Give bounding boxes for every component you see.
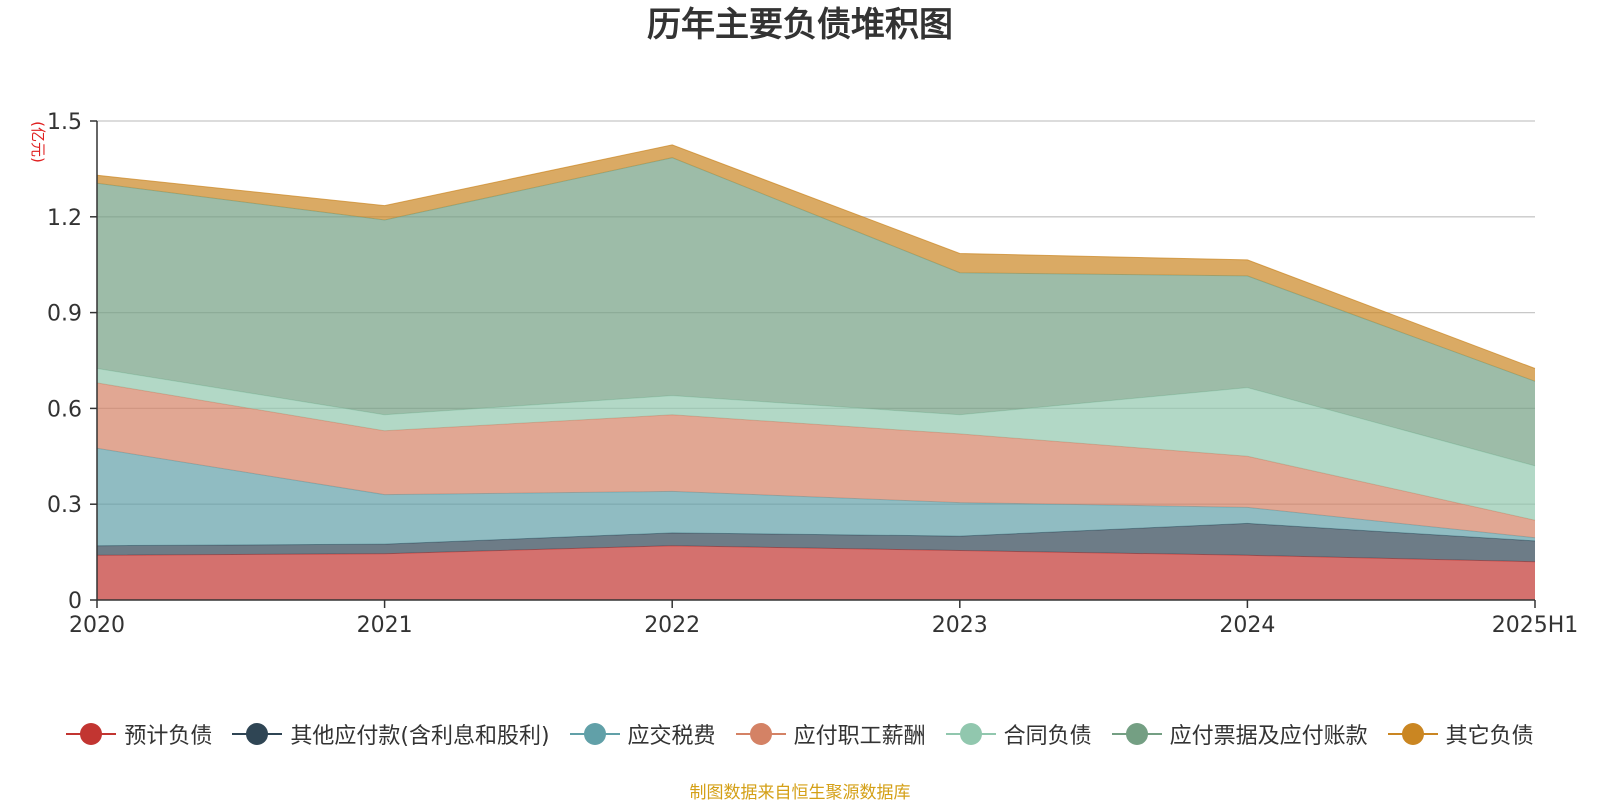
- area-series-6: [97, 144, 1535, 382]
- y-tick-label-2: 0.6: [47, 397, 82, 422]
- y-axis-unit-label: (亿元): [29, 121, 47, 163]
- legend-marker-icon: [232, 720, 283, 748]
- area-series-4: [97, 368, 1535, 521]
- area-series-5: [97, 157, 1535, 466]
- area-series: [96, 144, 1536, 600]
- legend-item-5[interactable]: 应付票据及应付账款: [1111, 718, 1368, 750]
- legend-item-2[interactable]: 应交税费: [569, 718, 716, 750]
- legend-marker-icon: [735, 720, 786, 748]
- y-tick-label-4: 1.2: [47, 206, 82, 231]
- legend-item-4[interactable]: 合同负债: [945, 718, 1092, 750]
- area-series-1: [97, 523, 1535, 562]
- area-edge-6: [96, 144, 1536, 369]
- x-tick-label-2: 2022: [644, 613, 700, 638]
- legend-label: 应付票据及应付账款: [1169, 724, 1368, 749]
- x-tick-label-0: 2020: [69, 613, 125, 638]
- x-tick-label-4: 2024: [1219, 613, 1275, 638]
- legend-item-1[interactable]: 其他应付款(含利息和股利): [232, 718, 550, 750]
- x-tick-label-1: 2021: [357, 613, 413, 638]
- area-series-0: [97, 545, 1535, 600]
- legend-label: 应付职工薪酬: [793, 724, 926, 749]
- legend-label: 其它负债: [1445, 724, 1534, 749]
- legend-marker-icon: [66, 720, 117, 748]
- source-note: 制图数据来自恒生聚源数据库: [689, 783, 911, 803]
- legend-marker-icon: [1111, 720, 1162, 748]
- legend: 预计负债 其他应付款(含利息和股利) 应交税费 应付职工薪酬 合同负债 应付票据及应付账款…: [0, 716, 1600, 752]
- y-tick-label-3: 0.9: [47, 302, 82, 327]
- area-series-3: [97, 382, 1535, 538]
- axes: 0 0.3 0.6 0.9 1.2 1.5 2020 2021 2022 2023 2024 2025…: [47, 110, 1578, 638]
- chart-title: 历年主要负债堆积图: [647, 5, 953, 45]
- x-tick-label-3: 2023: [932, 613, 988, 638]
- y-tick-label-0: 0: [68, 589, 82, 614]
- y-tick-label-1: 0.3: [47, 493, 82, 518]
- legend-marker-icon: [1387, 720, 1438, 748]
- legend-label: 合同负债: [1003, 724, 1092, 749]
- area-edge-3: [96, 382, 1536, 521]
- x-tick-label-5: 2025H1: [1492, 613, 1579, 638]
- legend-label: 预计负债: [124, 724, 213, 749]
- legend-marker-icon: [569, 720, 620, 748]
- legend-label: 应交税费: [627, 724, 716, 749]
- legend-item-6[interactable]: 其它负债: [1387, 718, 1534, 750]
- y-tick-label-5: 1.5: [47, 110, 82, 135]
- legend-item-3[interactable]: 应付职工薪酬: [735, 718, 926, 750]
- legend-marker-icon: [945, 720, 996, 748]
- legend-item-0[interactable]: 预计负债: [66, 718, 212, 750]
- legend-label: 其他应付款(含利息和股利): [290, 724, 550, 749]
